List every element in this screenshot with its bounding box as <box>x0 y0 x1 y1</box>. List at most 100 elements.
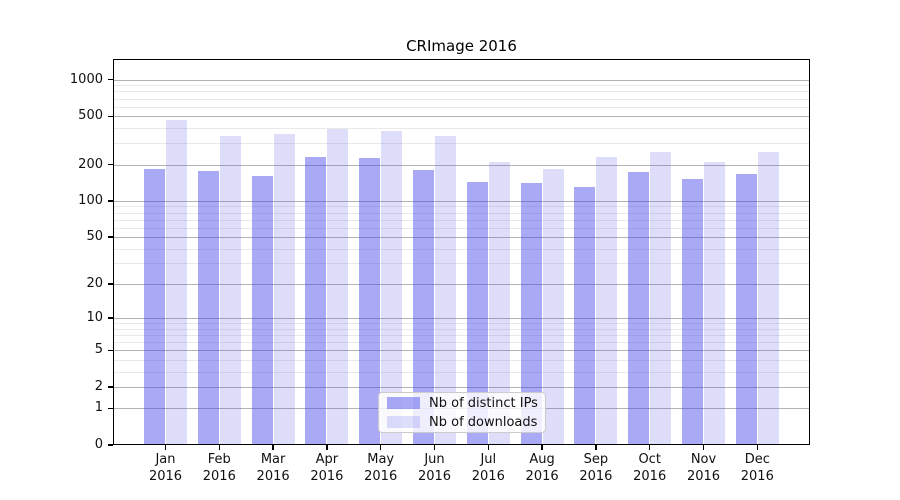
y-tick-label-10: 10 <box>86 310 103 326</box>
x-tick-label-may: May 2016 <box>364 452 398 484</box>
y-tick-label-200: 200 <box>78 156 103 172</box>
x-tick-label-nov: Nov 2016 <box>686 452 721 484</box>
bar-distinct-ips-sep <box>574 186 596 445</box>
x-tick-dec <box>756 445 759 450</box>
y-tick-label-5: 5 <box>94 342 103 358</box>
x-tick-nov <box>702 445 705 450</box>
y-tick-0 <box>108 444 113 446</box>
y-tick-label-0: 0 <box>94 437 103 452</box>
x-tick-label-aug: Aug 2016 <box>525 452 559 484</box>
x-tick-sep <box>595 445 597 450</box>
bar-downloads-apr <box>327 129 349 445</box>
y-tick-label-2: 2 <box>94 378 103 394</box>
x-tick-oct <box>648 445 651 450</box>
bar-distinct-ips-oct <box>628 171 650 445</box>
x-tick-jul <box>487 445 490 450</box>
gridline-minor-3 <box>113 371 810 373</box>
y-tick-20 <box>108 283 113 285</box>
x-tick-aug <box>541 445 543 450</box>
gridline-minor-40 <box>113 248 810 250</box>
x-tick-label-jan: Jan 2016 <box>148 452 183 484</box>
gridline-minor-900 <box>113 85 810 87</box>
x-tick-apr <box>326 445 328 450</box>
legend-label-distinct-ips: Nb of distinct IPs <box>429 395 538 411</box>
y-tick-1 <box>108 407 113 410</box>
x-tick-label-dec: Dec 2016 <box>740 452 774 484</box>
gridline-minor-90 <box>113 206 810 208</box>
y-tick-500 <box>108 115 113 118</box>
x-tick-may <box>379 445 382 450</box>
x-tick-label-jul: Jul 2016 <box>471 452 505 484</box>
gridline-minor-4 <box>113 359 810 361</box>
gridline-minor-700 <box>113 98 810 100</box>
bar-distinct-ips-apr <box>305 156 327 445</box>
bar-downloads-may <box>381 131 403 445</box>
bar-downloads-jul <box>488 161 510 445</box>
bar-distinct-ips-feb <box>197 170 219 445</box>
y-tick-label-1: 1 <box>94 400 103 416</box>
y-tick-label-100: 100 <box>78 192 103 208</box>
x-tick-label-feb: Feb 2016 <box>202 452 236 484</box>
y-tick-label-50: 50 <box>86 229 103 245</box>
legend-item-distinct-ips: Nb of distinct IPs <box>387 395 538 411</box>
gridline-minor-6 <box>113 342 810 344</box>
gridline-major-20 <box>113 284 810 286</box>
legend-swatch-distinct-ips <box>387 397 420 409</box>
x-tick-label-oct: Oct 2016 <box>633 452 667 484</box>
x-tick-label-sep: Sep 2016 <box>579 452 613 484</box>
gridline-minor-300 <box>113 143 810 145</box>
bar-downloads-sep <box>596 157 618 445</box>
bar-distinct-ips-mar <box>251 176 273 445</box>
bar-distinct-ips-jun <box>413 170 434 445</box>
bar-distinct-ips-dec <box>735 174 757 445</box>
y-tick-5 <box>108 349 113 351</box>
bar-downloads-oct <box>650 151 672 445</box>
x-tick-jan <box>164 445 167 450</box>
gridline-minor-7 <box>113 335 810 337</box>
x-tick-label-jun: Jun 2016 <box>417 452 452 484</box>
bar-distinct-ips-aug <box>520 182 542 445</box>
bar-distinct-ips-nov <box>682 179 703 445</box>
legend: Nb of distinct IPs Nb of downloads <box>378 392 546 433</box>
x-tick-feb <box>218 445 221 450</box>
bar-distinct-ips-jul <box>466 181 488 445</box>
bar-distinct-ips-may <box>359 158 381 445</box>
bar-distinct-ips-jan <box>144 168 165 445</box>
bar-downloads-jan <box>166 119 187 445</box>
legend-label-downloads: Nb of downloads <box>429 414 538 430</box>
bar-downloads-nov <box>704 162 725 445</box>
legend-item-downloads: Nb of downloads <box>387 415 537 430</box>
chart-title: CRImage 2016 <box>406 37 517 55</box>
x-tick-mar <box>272 445 274 450</box>
gridline-major-500 <box>113 116 810 118</box>
gridline-minor-8 <box>113 328 810 330</box>
y-tick-label-20: 20 <box>86 276 103 292</box>
gridline-major-5 <box>113 350 810 352</box>
gridline-minor-70 <box>113 219 810 221</box>
y-tick-2 <box>108 386 113 388</box>
x-tick-label-apr: Apr 2016 <box>310 452 344 484</box>
y-tick-label-500: 500 <box>78 108 103 124</box>
legend-swatch-downloads <box>387 416 420 428</box>
bar-downloads-feb <box>219 135 241 445</box>
y-tick-100 <box>108 200 113 202</box>
gridline-major-50 <box>113 237 810 239</box>
y-tick-label-1000: 1000 <box>69 71 103 87</box>
bar-downloads-mar <box>273 133 295 445</box>
y-tick-1000 <box>108 78 113 81</box>
gridline-minor-80 <box>113 212 810 214</box>
gridline-major-10 <box>113 318 810 320</box>
bar-downloads-jun <box>435 136 456 445</box>
x-tick-label-mar: Mar 2016 <box>256 452 290 484</box>
gridline-minor-9 <box>113 323 810 325</box>
gridline-major-100 <box>113 200 810 202</box>
x-tick-jun <box>433 445 436 450</box>
y-tick-50 <box>108 236 113 238</box>
bar-downloads-aug <box>542 169 564 445</box>
plot-area <box>113 59 810 445</box>
gridline-minor-60 <box>113 227 810 229</box>
gridline-minor-400 <box>113 128 810 130</box>
gridline-minor-600 <box>113 106 810 108</box>
y-tick-10 <box>108 317 113 319</box>
